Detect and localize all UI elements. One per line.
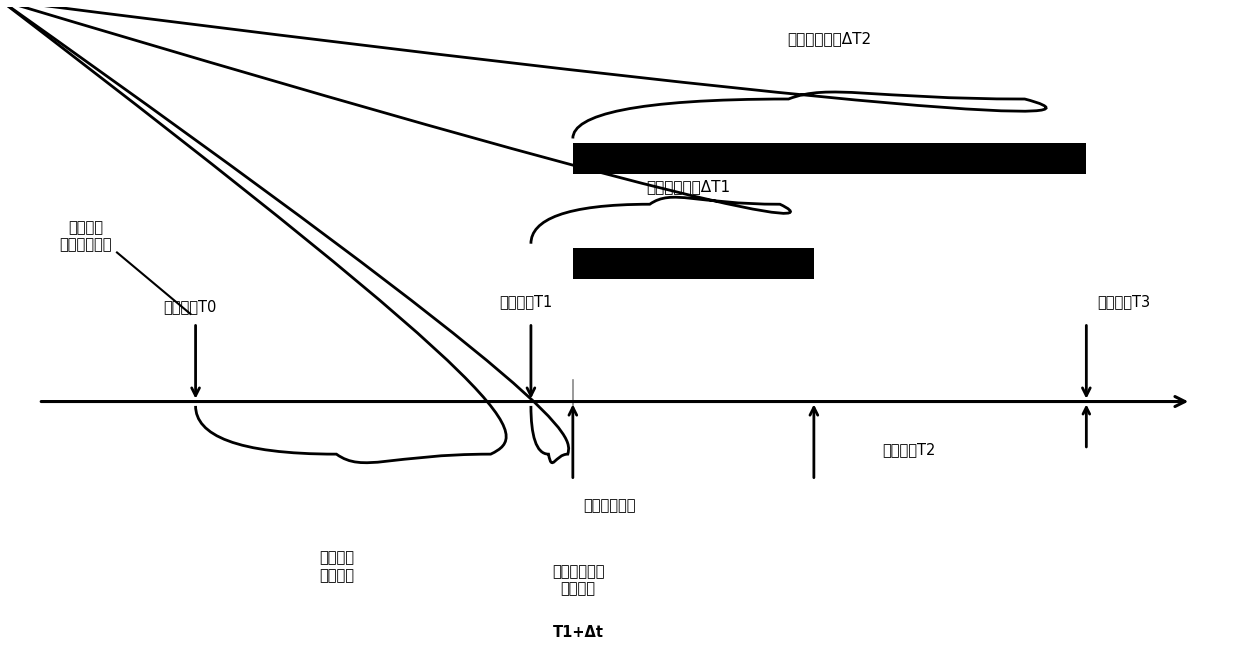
FancyBboxPatch shape <box>573 248 813 279</box>
Text: T1+Δt: T1+Δt <box>553 625 604 640</box>
Text: 任务规划
工作开始时间: 任务规划 工作开始时间 <box>60 220 112 252</box>
FancyBboxPatch shape <box>573 143 1086 173</box>
Text: 资源滚动窗口ΔT2: 资源滚动窗口ΔT2 <box>787 31 872 46</box>
Text: 任务规划
工作时间: 任务规划 工作时间 <box>320 551 355 583</box>
Text: 当前时刻T0: 当前时刻T0 <box>164 299 217 314</box>
Text: 星上任务执行
前置时间: 星上任务执行 前置时间 <box>552 564 604 596</box>
Text: 测控准备时间: 测控准备时间 <box>583 498 636 513</box>
Text: 测控窗口T2: 测控窗口T2 <box>882 442 935 457</box>
Text: 接收窗口T3: 接收窗口T3 <box>1097 294 1149 309</box>
Text: 任务滚动窗口ΔT1: 任务滚动窗口ΔT1 <box>646 179 730 194</box>
Text: 测控窗口T1: 测控窗口T1 <box>498 294 552 309</box>
